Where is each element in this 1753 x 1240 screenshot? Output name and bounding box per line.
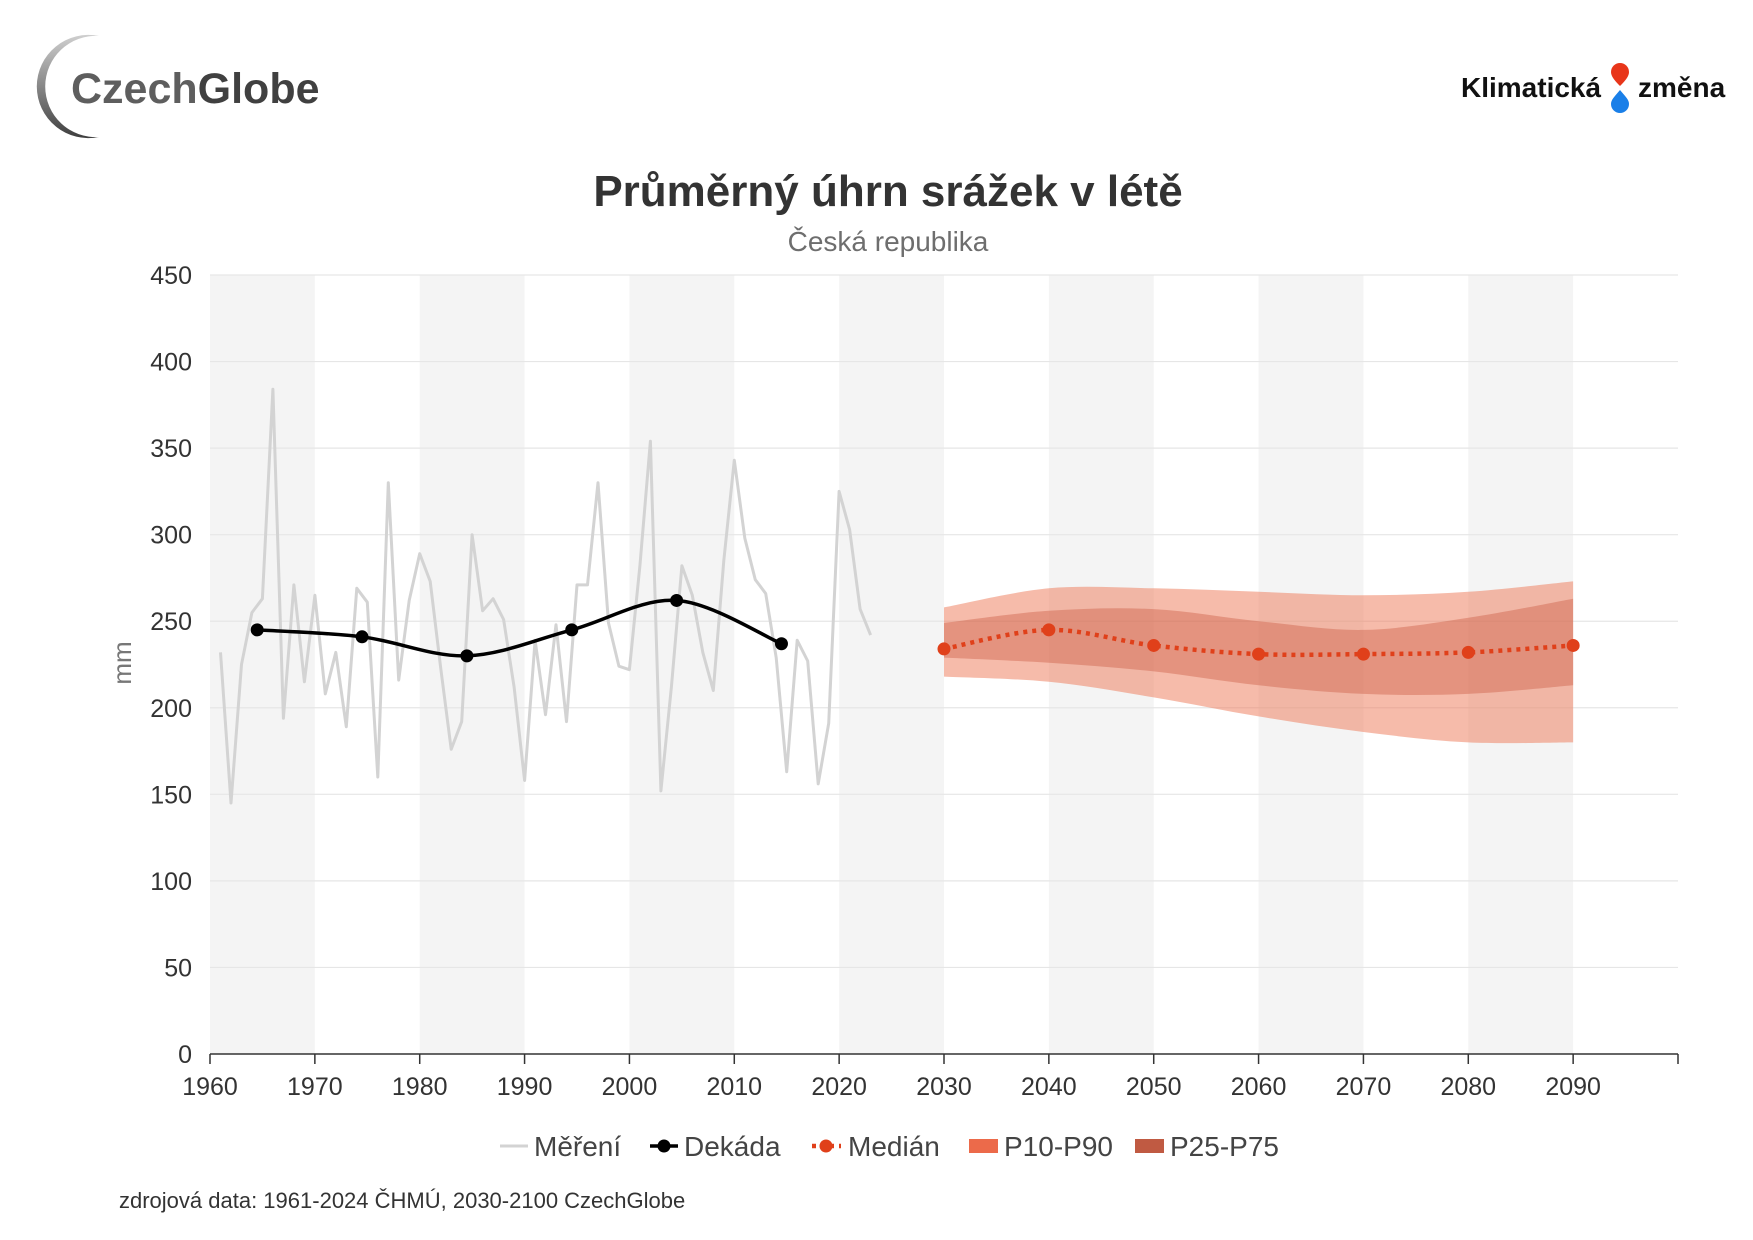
y-tick-label: 50 <box>164 954 192 982</box>
dekada-point <box>460 649 474 663</box>
median-point <box>1461 645 1475 659</box>
czechglobe-wordmark-globe: Globe <box>198 65 320 113</box>
klimaticka-zmena-logo: Klimatická změna <box>1461 63 1726 113</box>
x-tick-label: 2050 <box>1126 1073 1182 1101</box>
y-tick-label: 0 <box>178 1041 192 1069</box>
series-line-dekada <box>257 598 783 658</box>
median-point <box>1252 647 1266 661</box>
legend-label-dekada: Dekáda <box>684 1131 781 1162</box>
legend-label-p10-p90: P10-P90 <box>1004 1131 1113 1162</box>
median-point <box>1356 647 1370 661</box>
median-point <box>937 642 951 656</box>
y-tick-label: 350 <box>150 435 192 463</box>
legend-label-median: Medián <box>848 1131 940 1162</box>
y-axis: 0 50 100 150 200 250 300 350 400 450 mm <box>107 262 192 1069</box>
y-tick-label: 250 <box>150 608 192 636</box>
median-point <box>1147 638 1161 652</box>
dekada-point <box>565 623 579 637</box>
dekada-point <box>250 623 264 637</box>
legend-item-mereni[interactable]: Měření <box>500 1131 621 1162</box>
legend-item-p25-p75[interactable]: P25-P75 <box>1135 1131 1279 1162</box>
x-tick-label: 2000 <box>602 1073 658 1101</box>
legend-item-median[interactable]: Medián <box>812 1131 940 1162</box>
klimaticka-logo-text-left: Klimatická <box>1461 72 1601 103</box>
y-tick-label: 300 <box>150 522 192 550</box>
dekada-point <box>774 637 788 651</box>
source-note: zdrojová data: 1961-2024 ČHMÚ, 2030-2100… <box>119 1188 685 1213</box>
median-points <box>937 623 1580 661</box>
red-drop-icon <box>1611 63 1629 86</box>
median-point <box>1042 623 1056 637</box>
x-tick-label: 2020 <box>811 1073 867 1101</box>
y-tick-label: 400 <box>150 349 192 377</box>
plot-area: 0 50 100 150 200 250 300 350 400 450 mm 1960 1970 198… <box>107 262 1679 1101</box>
x-axis: 1960 1970 1980 1990 2000 2010 2020 2030 2040 2050… <box>182 1053 1679 1101</box>
x-tick-label: 2040 <box>1021 1073 1077 1101</box>
legend-label-p25-p75: P25-P75 <box>1170 1131 1279 1162</box>
klimaticka-logo-text-right: změna <box>1638 72 1726 103</box>
series-line-mereni <box>219 387 872 805</box>
x-tick-label: 2080 <box>1440 1073 1496 1101</box>
dekada-point <box>670 593 684 607</box>
background-stripe <box>210 275 315 1054</box>
x-tick-label: 1990 <box>497 1073 553 1101</box>
background-stripe <box>419 275 525 1054</box>
legend-label-mereni: Měření <box>534 1131 621 1162</box>
gridlines <box>210 274 1678 969</box>
band-p25-p75 <box>944 598 1574 696</box>
x-tick-label: 2090 <box>1545 1073 1601 1101</box>
x-tick-label: 2010 <box>706 1073 762 1101</box>
y-tick-label: 450 <box>150 262 192 290</box>
chart-subtitle: Česká republika <box>788 226 989 257</box>
legend-item-dekada[interactable]: Dekáda <box>650 1131 781 1162</box>
legend-marker-dekada <box>657 1139 671 1153</box>
blue-drop-icon <box>1611 90 1629 113</box>
dekada-point <box>355 630 369 644</box>
legend-swatch-p10-p90 <box>969 1139 998 1153</box>
czechglobe-wordmark: CzechGlobe <box>71 65 320 113</box>
x-tick-label: 2060 <box>1231 1073 1287 1101</box>
y-tick-label: 150 <box>150 781 192 809</box>
background-stripe <box>629 275 735 1054</box>
y-tick-label: 100 <box>150 868 192 896</box>
x-tick-label: 2070 <box>1336 1073 1392 1101</box>
y-tick-label: 200 <box>150 695 192 723</box>
legend-marker-median <box>819 1139 833 1153</box>
band-p10-p90 <box>944 581 1574 744</box>
chart-title: Průměrný úhrn srážek v létě <box>593 167 1182 216</box>
x-tick-label: 1970 <box>287 1073 343 1101</box>
median-point <box>1566 638 1580 652</box>
dekada-points <box>250 593 788 663</box>
x-tick-label: 1960 <box>182 1073 238 1101</box>
x-tick-label: 1980 <box>392 1073 448 1101</box>
legend-swatch-p25-p75 <box>1135 1139 1164 1153</box>
background-stripe <box>839 275 944 1054</box>
legend: Měření Dekáda Medián P10-P90 P25-P75 <box>500 1131 1279 1162</box>
czechglobe-wordmark-czech: Czech <box>71 65 198 113</box>
y-axis-title: mm <box>107 641 137 684</box>
legend-item-p10-p90[interactable]: P10-P90 <box>969 1131 1113 1162</box>
czechglobe-logo: CzechGlobe <box>36 34 320 139</box>
x-tick-label: 2030 <box>916 1073 972 1101</box>
